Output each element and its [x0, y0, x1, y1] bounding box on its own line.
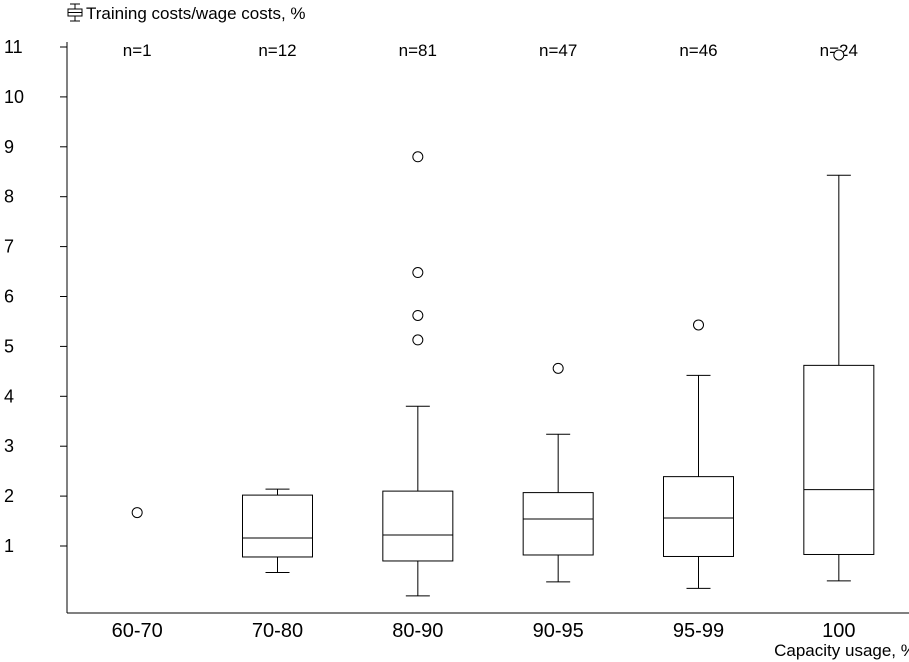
outlier-point — [412, 309, 424, 321]
outlier-point — [833, 49, 845, 61]
outlier-point — [412, 267, 424, 279]
iqr-box — [382, 490, 454, 562]
y-tick-label: 7 — [4, 237, 14, 257]
y-tick-label: 9 — [4, 137, 14, 157]
y-tick-label: 3 — [4, 436, 14, 456]
y-tick-label: 6 — [4, 287, 14, 307]
outlier-point — [693, 319, 704, 331]
box-95-99 — [663, 319, 734, 589]
outlier-point — [131, 507, 143, 519]
y-tick-label: 4 — [4, 386, 14, 406]
n-count-label: n=81 — [399, 41, 437, 60]
x-tick-label: 95-99 — [673, 620, 724, 642]
iqr-box — [242, 494, 313, 558]
n-count-label: n=47 — [539, 41, 577, 60]
x-axis-label: Capacity usage, % — [774, 641, 909, 660]
n-count-label: n=12 — [258, 41, 296, 60]
x-tick-label: 60-70 — [112, 620, 163, 642]
y-tick-labels: 1 2 3 4 5 6 7 8 9 10 11 — [4, 37, 24, 556]
y-tick-label: 5 — [4, 336, 14, 356]
n-count-labels: n=1n=12n=81n=47n=46n=24 — [123, 41, 858, 60]
x-tick-labels: 60-70 70-80 80-90 90-95 95-99 100 — [112, 620, 856, 642]
box-90-95 — [522, 362, 594, 583]
x-tick-label: 80-90 — [392, 620, 443, 642]
boxplot-icon — [67, 3, 83, 22]
outlier-point — [412, 334, 424, 346]
box-100 — [803, 49, 875, 582]
n-count-label: n=46 — [679, 41, 717, 60]
box-series — [131, 49, 875, 597]
x-tick-label: 90-95 — [533, 620, 584, 642]
y-tick-label: 10 — [4, 87, 24, 107]
legend: Training costs/wage costs, % — [67, 3, 306, 23]
iqr-box — [522, 492, 594, 556]
iqr-box — [663, 476, 734, 557]
n-count-label: n=1 — [123, 41, 152, 60]
outlier-point — [552, 362, 564, 374]
y-tick-label: 11 — [4, 37, 23, 57]
axes — [60, 42, 909, 614]
outlier-point — [412, 151, 424, 163]
box-80-90 — [382, 151, 454, 597]
y-tick-label: 8 — [4, 187, 14, 207]
x-tick-label: 100 — [822, 620, 855, 642]
y-tick-label: 1 — [4, 536, 14, 556]
y-tick-label: 2 — [4, 486, 14, 506]
y-axis-label: Training costs/wage costs, % — [86, 4, 306, 23]
iqr-box — [803, 364, 875, 555]
box-70-80 — [242, 488, 313, 573]
box-60-70 — [131, 507, 143, 519]
x-tick-label: 70-80 — [252, 620, 303, 642]
